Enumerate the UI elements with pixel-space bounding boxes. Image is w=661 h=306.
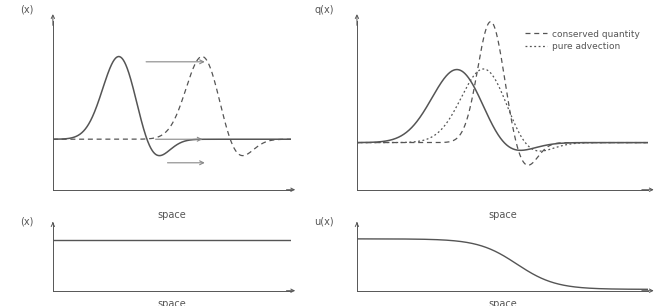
Legend: conserved quantity, pure advection: conserved quantity, pure advection <box>521 26 643 55</box>
Text: space: space <box>488 299 517 306</box>
Text: q(x): q(x) <box>314 5 334 15</box>
Text: (x): (x) <box>20 217 34 227</box>
Text: (x): (x) <box>20 5 34 15</box>
Text: space: space <box>488 210 517 220</box>
Text: u(x): u(x) <box>314 217 334 227</box>
Text: space: space <box>157 210 186 220</box>
Text: space: space <box>157 299 186 306</box>
